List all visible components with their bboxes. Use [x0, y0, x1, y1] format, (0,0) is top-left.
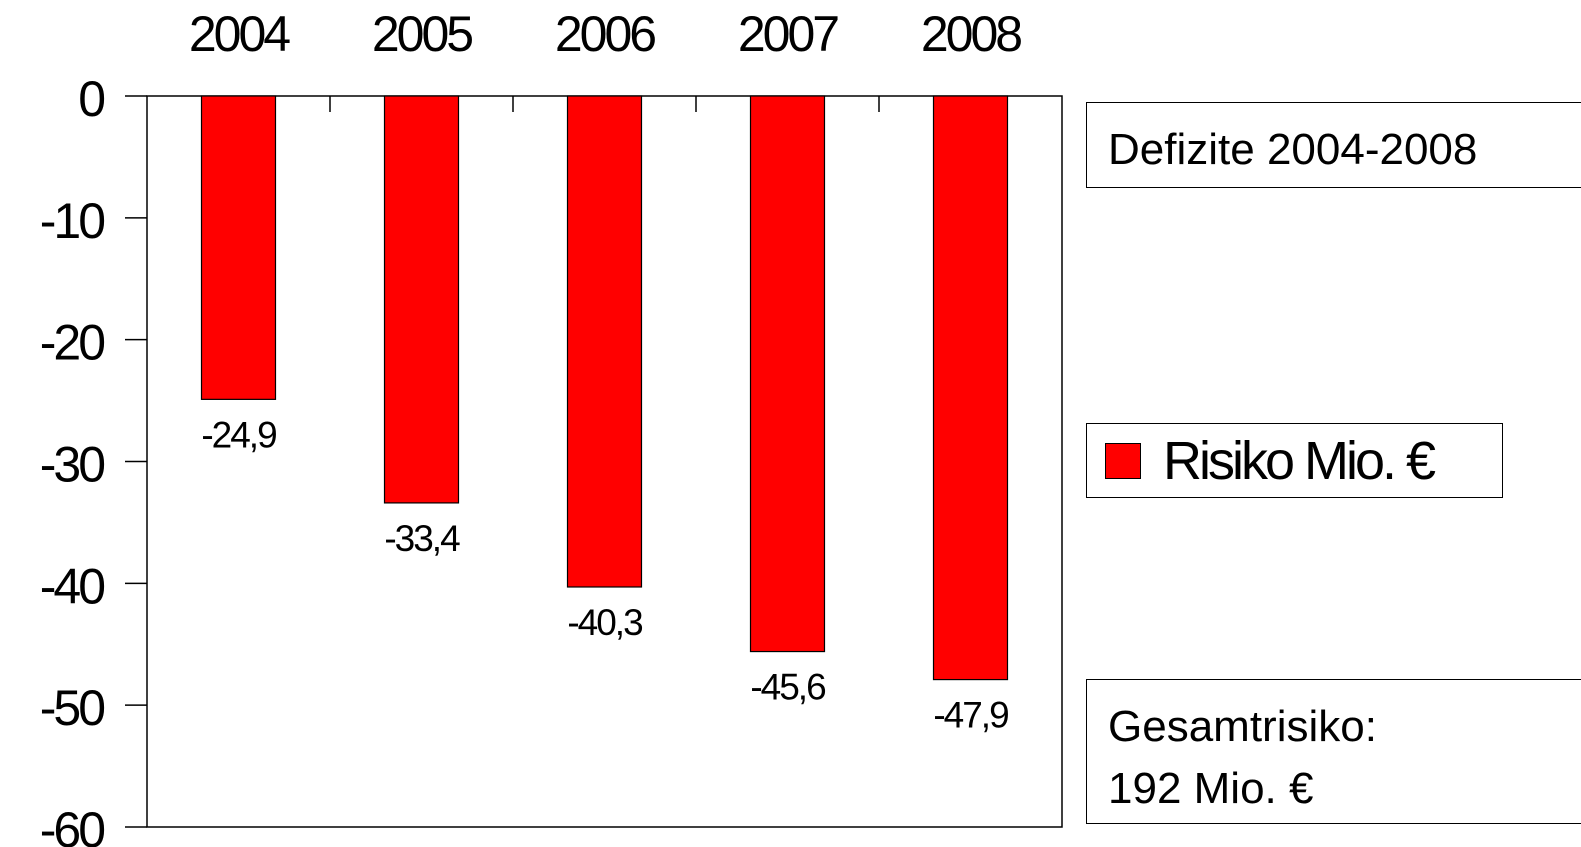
x-tick-label: 2007 [738, 6, 838, 62]
y-tick-label: -40 [40, 558, 104, 614]
data-label: -40,3 [567, 602, 642, 643]
chart-title-box: Defizite 2004-2008 [1086, 102, 1581, 188]
total-risk-label: Gesamtrisiko: [1108, 702, 1377, 751]
data-label: -33,4 [384, 518, 460, 559]
y-tick-label: -30 [40, 437, 104, 493]
bar [932, 95, 1009, 681]
data-label: -24,9 [201, 414, 276, 455]
y-tick-label: -50 [40, 680, 104, 736]
total-risk-value: 192 Mio. € [1108, 764, 1314, 813]
bar [200, 95, 277, 400]
y-tick-label: 0 [78, 71, 104, 127]
plot-area: 0 -10 -20 -30 -40 -50 -60 -24,9 2004 -33,4 2005 -40… [40, 6, 1063, 847]
legend: Risiko Mio. € [1086, 423, 1503, 498]
chart-title: Defizite 2004-2008 [1108, 125, 1478, 174]
y-tick-label: -60 [40, 802, 104, 847]
x-tick-label: 2005 [372, 6, 472, 62]
total-risk-box: Gesamtrisiko: 192 Mio. € [1086, 679, 1581, 824]
x-tick-label: 2008 [921, 6, 1021, 62]
x-tick-label: 2006 [555, 6, 655, 62]
y-tick-label: -10 [40, 193, 104, 249]
legend-label: Risiko Mio. € [1163, 430, 1436, 491]
x-tick-label: 2004 [189, 6, 290, 62]
y-tick-label: -20 [40, 315, 104, 371]
legend-swatch [1105, 442, 1141, 479]
bar [566, 95, 643, 588]
bar [749, 95, 826, 653]
data-label: -45,6 [750, 667, 825, 708]
data-label: -47,9 [933, 695, 1008, 736]
bar [383, 95, 460, 504]
